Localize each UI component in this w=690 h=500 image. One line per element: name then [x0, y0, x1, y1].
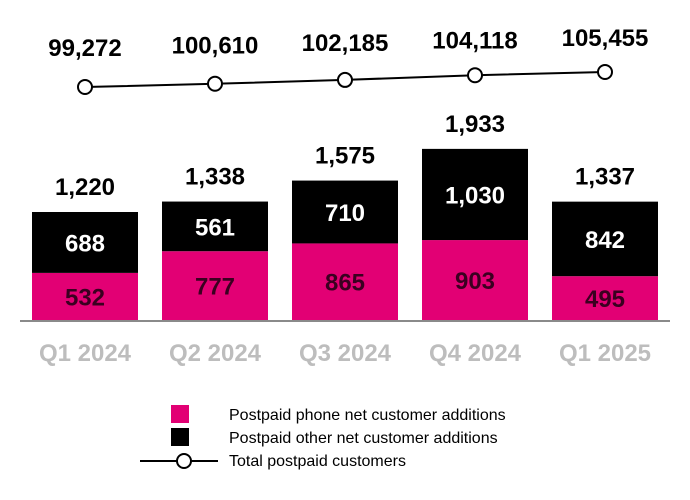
category-tick-label: Q1 2025	[559, 340, 651, 367]
category-tick-label: Q2 2024	[169, 340, 262, 367]
bar-phone-2	[162, 251, 268, 320]
bar-phone-4	[422, 240, 528, 320]
legend-swatch-phone	[171, 405, 189, 423]
legend-swatch-other	[171, 428, 189, 446]
total-value-label: 1,575	[315, 143, 375, 170]
line-point-1	[77, 79, 93, 95]
bar-other-1	[32, 212, 138, 273]
legend-label-total: Total postpaid customers	[229, 453, 406, 470]
bar-other-5	[552, 201, 658, 277]
bar-phone-5	[552, 276, 658, 320]
other-value-label: 561	[195, 214, 235, 241]
legend-label-other: Postpaid other net customer additions	[229, 430, 498, 447]
line-value-label: 100,610	[172, 33, 259, 60]
phone-value-label: 777	[195, 274, 235, 301]
bar-other-2	[162, 201, 268, 252]
other-value-label: 710	[325, 200, 365, 227]
phone-value-label: 903	[455, 268, 495, 295]
phone-value-label: 495	[585, 286, 625, 313]
bar-other-3	[292, 180, 398, 244]
line-value-label: 102,185	[302, 30, 389, 57]
line-point-3	[337, 71, 353, 88]
phone-value-label: 532	[65, 284, 105, 311]
legend-marker-circle	[176, 453, 192, 469]
bar-phone-1	[32, 272, 138, 320]
line-point-5	[597, 64, 613, 80]
bar-other-4	[422, 148, 528, 241]
line-point-2	[207, 75, 223, 92]
line-value-label: 105,455	[562, 25, 649, 52]
line-value-label: 99,272	[48, 35, 121, 62]
total-value-label: 1,933	[445, 111, 505, 138]
total-value-label: 1,337	[575, 164, 635, 191]
category-tick-label: Q3 2024	[299, 340, 392, 367]
other-value-label: 1,030	[445, 182, 505, 209]
total-value-label: 1,338	[185, 164, 245, 191]
line-value-label: 104,118	[432, 28, 517, 55]
category-tick-label: Q4 2024	[429, 340, 522, 367]
other-value-label: 842	[585, 227, 625, 254]
line-point-4	[467, 67, 483, 84]
legend-label-phone: Postpaid phone net customer additions	[229, 407, 506, 424]
phone-value-label: 865	[325, 270, 365, 297]
total-value-label: 1,220	[55, 174, 115, 201]
bar-phone-3	[292, 243, 398, 320]
other-value-label: 688	[65, 230, 105, 257]
category-tick-label: Q1 2024	[39, 340, 132, 367]
